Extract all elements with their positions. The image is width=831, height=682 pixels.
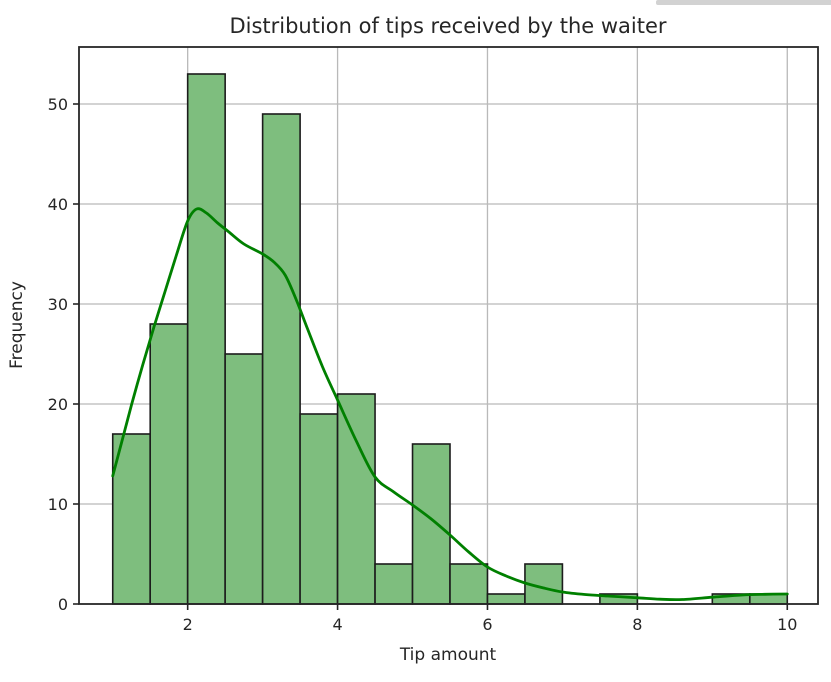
window-edge-artifact [656,0,831,5]
x-tick-label: 4 [332,615,342,634]
y-tick-label: 20 [48,395,68,414]
chart-title: Distribution of tips received by the wai… [229,14,666,38]
y-tick-label: 50 [48,95,68,114]
plot-area: 0 10 20 30 40 50 2 4 6 8 10 [48,46,819,634]
histogram-bar [449,563,489,605]
kde-curve [111,207,789,602]
histogram-bar [336,393,376,605]
y-tick-label: 0 [58,595,68,614]
x-axis-label: Tip amount [399,645,497,665]
histogram-bar [299,413,339,605]
histogram-bar [374,563,414,605]
histogram-bar [224,353,264,605]
y-tick-label: 30 [48,295,68,314]
histogram-bar [411,443,451,605]
histogram-bar [149,323,189,605]
y-tick-label: 40 [48,195,68,214]
y-axis-label: Frequency [7,281,27,369]
x-tick-label: 8 [632,615,642,634]
x-tick-label: 10 [777,615,797,634]
x-tick-label: 2 [183,615,193,634]
histogram-bar [186,73,226,605]
histogram-bar [486,593,526,605]
axes-spines [78,46,819,605]
y-tick-label: 10 [48,495,68,514]
histogram-bar [261,113,301,605]
x-tick-label: 6 [482,615,492,634]
